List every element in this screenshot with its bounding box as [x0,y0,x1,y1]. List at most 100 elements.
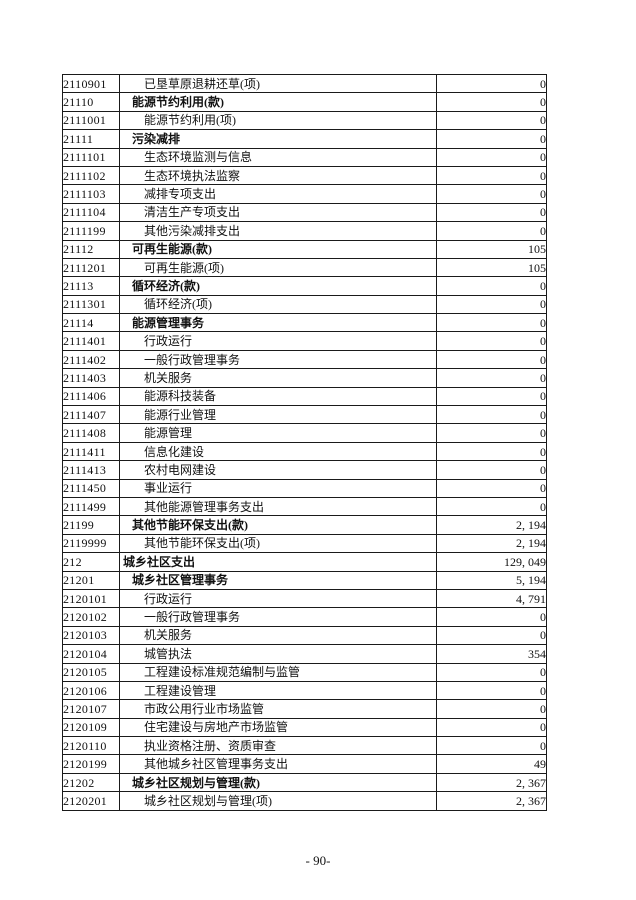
budget-name-cell: 事业运行 [119,478,437,498]
budget-name-cell: 城乡社区管理事务 [119,570,437,590]
table-row: 2111201 可再生能源(项) 105 [62,257,547,278]
table-row: 2111102 生态环境执法监察 0 [62,165,547,186]
table-row: 2111413 农村电网建设 0 [62,460,547,480]
table-row: 2111411 信息化建设 0 [62,441,547,462]
budget-code-cell: 212 [62,552,120,572]
budget-amount-cell: 0 [436,607,547,627]
table-row: 2111408 能源管理 0 [62,423,547,443]
budget-name-cell: 循环经济(项) [119,294,437,315]
budget-name-cell: 行政运行 [119,331,437,351]
budget-code-cell: 2120201 [62,791,120,811]
budget-amount-cell: 2, 367 [436,791,547,811]
budget-amount-cell: 0 [436,496,547,517]
table-row: 2120201 城乡社区规划与管理(项) 2, 367 [62,791,547,811]
budget-code-cell: 2111411 [62,441,120,462]
budget-code-cell: 2119999 [62,533,120,554]
budget-code-cell: 2111402 [62,349,120,370]
budget-amount-cell: 0 [436,625,547,646]
table-row: 2120103 机关服务 0 [62,625,547,646]
budget-amount-cell: 2, 194 [436,515,547,535]
table-row: 2111406 能源科技装备 0 [62,386,547,407]
budget-name-cell: 其他能源管理事务支出 [119,496,437,517]
table-row: 2120106 工程建设管理 0 [62,680,547,701]
budget-name-cell: 其他污染减排支出 [119,221,437,241]
budget-code-cell: 2120102 [62,607,120,627]
budget-code-cell: 2120107 [62,699,120,719]
table-row: 2120104 城管执法 354 [62,644,547,664]
budget-name-cell: 机关服务 [119,368,437,388]
table-row: 2111301 循环经济(项) 0 [62,294,547,315]
budget-name-cell: 能源管理事务 [119,313,437,333]
budget-code-cell: 2111403 [62,368,120,388]
budget-code-cell: 2120104 [62,644,120,664]
budget-name-cell: 工程建设管理 [119,680,437,701]
budget-name-cell: 执业资格注册、资质审查 [119,736,437,756]
table-row: 2120107 市政公用行业市场监管 0 [62,699,547,719]
budget-name-cell: 机关服务 [119,625,437,646]
budget-code-cell: 2120103 [62,625,120,646]
budget-amount-cell: 105 [436,239,547,259]
budget-code-cell: 21112 [62,239,120,259]
budget-code-cell: 2111104 [62,202,120,223]
budget-name-cell: 一般行政管理事务 [119,607,437,627]
budget-code-cell: 21113 [62,276,120,296]
budget-code-cell: 2111101 [62,147,120,167]
budget-name-cell: 其他节能环保支出(项) [119,533,437,554]
budget-code-cell: 2111199 [62,221,120,241]
budget-amount-cell: 2, 194 [436,533,547,554]
budget-name-cell: 生态环境监测与信息 [119,147,437,167]
budget-code-cell: 2111001 [62,110,120,131]
table-row: 21202 城乡社区规划与管理(款) 2, 367 [62,772,547,793]
budget-code-cell: 2111407 [62,405,120,425]
budget-amount-cell: 0 [436,478,547,498]
table-row: 2111199 其他污染减排支出 0 [62,221,547,241]
budget-name-cell: 能源管理 [119,423,437,443]
budget-code-cell: 2111450 [62,478,120,498]
budget-amount-cell: 0 [436,73,547,94]
budget-code-cell: 2111103 [62,184,120,204]
budget-name-cell: 住宅建设与房地产市场监管 [119,717,437,738]
budget-amount-cell: 4, 791 [436,588,547,609]
table-row: 2120101 行政运行 4, 791 [62,588,547,609]
budget-code-cell: 21111 [62,129,120,149]
table-row: 2120102 一般行政管理事务 0 [62,607,547,627]
budget-name-cell: 城乡社区规划与管理(项) [119,791,437,811]
table-row: 2111450 事业运行 0 [62,478,547,498]
budget-amount-cell: 0 [436,92,547,112]
budget-name-cell: 生态环境执法监察 [119,165,437,186]
budget-amount-cell: 129, 049 [436,552,547,572]
table-row: 21111 污染减排 0 [62,129,547,149]
budget-amount-cell: 0 [436,221,547,241]
budget-code-cell: 2120105 [62,662,120,682]
table-row: 2111001 能源节约利用(项) 0 [62,110,547,131]
budget-amount-cell: 2, 367 [436,772,547,793]
table-row: 2111101 生态环境监测与信息 0 [62,147,547,167]
budget-amount-cell: 0 [436,680,547,701]
budget-name-cell: 可再生能源(项) [119,257,437,278]
budget-amount-cell: 0 [436,147,547,167]
table-row: 21113 循环经济(款) 0 [62,276,547,296]
budget-name-cell: 其他节能环保支出(款) [119,515,437,535]
budget-amount-cell: 105 [436,257,547,278]
budget-name-cell: 清洁生产专项支出 [119,202,437,223]
budget-amount-cell: 5, 194 [436,570,547,590]
budget-name-cell: 减排专项支出 [119,184,437,204]
table-row: 21114 能源管理事务 0 [62,313,547,333]
budget-name-cell: 能源节约利用(项) [119,110,437,131]
budget-amount-cell: 0 [436,662,547,682]
table-row: 2120199 其他城乡社区管理事务支出 49 [62,754,547,774]
table-row: 21110 能源节约利用(款) 0 [62,92,547,112]
table-row: 21112 可再生能源(款) 105 [62,239,547,259]
budget-code-cell: 21202 [62,772,120,793]
budget-amount-cell: 0 [436,699,547,719]
budget-name-cell: 工程建设标准规范编制与监管 [119,662,437,682]
budget-name-cell: 已垦草原退耕还草(项) [119,73,437,94]
budget-amount-cell: 0 [436,736,547,756]
budget-amount-cell: 0 [436,405,547,425]
table-row: 2111103 减排专项支出 0 [62,184,547,204]
table-row: 2111407 能源行业管理 0 [62,405,547,425]
budget-name-cell: 城乡社区支出 [119,552,437,572]
table-row: 2111401 行政运行 0 [62,331,547,351]
budget-amount-cell: 0 [436,441,547,462]
budget-amount-cell: 0 [436,717,547,738]
